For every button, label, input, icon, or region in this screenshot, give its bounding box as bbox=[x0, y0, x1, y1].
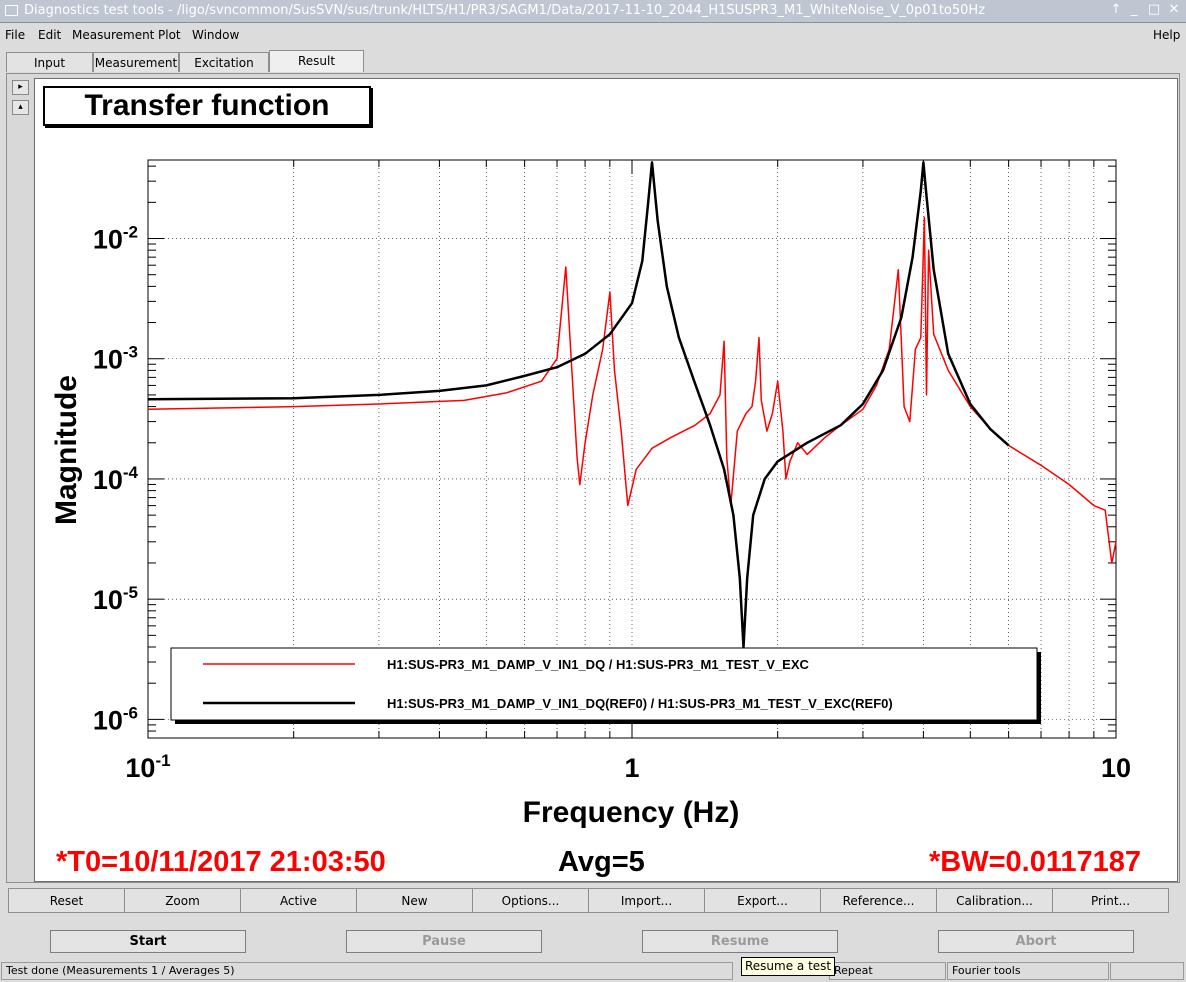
menu-file[interactable]: File bbox=[5, 28, 26, 42]
close-icon[interactable]: ✕ bbox=[1168, 2, 1180, 17]
calibration-button[interactable]: Calibration... bbox=[936, 888, 1053, 913]
menu-edit[interactable]: Edit bbox=[38, 28, 62, 42]
avg-label: Avg=5 bbox=[558, 846, 645, 878]
expand-right-icon[interactable]: ▸ bbox=[12, 80, 29, 95]
menu-help[interactable]: Help bbox=[1153, 28, 1181, 42]
status-empty-cell bbox=[1110, 962, 1184, 980]
import-button[interactable]: Import... bbox=[588, 888, 705, 913]
plot-canvas[interactable] bbox=[34, 78, 1178, 882]
options-button[interactable]: Options... bbox=[472, 888, 589, 913]
active-button[interactable]: Active bbox=[240, 888, 357, 913]
maximize-icon[interactable]: □ bbox=[1147, 2, 1161, 17]
status-message: Test done (Measurements 1 / Averages 5) bbox=[1, 962, 733, 980]
t0-label: *T0=10/11/2017 21:03:50 bbox=[56, 846, 386, 878]
pause-button[interactable]: Pause bbox=[346, 930, 542, 953]
start-button[interactable]: Start bbox=[50, 930, 246, 953]
new-button[interactable]: New bbox=[356, 888, 473, 913]
status-repeat: Repeat bbox=[829, 962, 946, 980]
tab-input[interactable]: Input bbox=[6, 52, 93, 72]
tab-excitation[interactable]: Excitation bbox=[179, 52, 269, 72]
status-bar: Test done (Measurements 1 / Averages 5) … bbox=[0, 960, 1186, 982]
collapse-up-icon[interactable]: ▴ bbox=[12, 100, 29, 115]
plot-toolbar: Reset Zoom Active New Options... Import.… bbox=[8, 888, 1170, 913]
window-titlebar[interactable]: Diagnostics test tools - /ligo/svncommon… bbox=[0, 0, 1186, 23]
reference-button[interactable]: Reference... bbox=[820, 888, 937, 913]
menu-window[interactable]: Window bbox=[192, 28, 240, 42]
window-title: Diagnostics test tools - /ligo/svncommon… bbox=[24, 3, 986, 18]
menu-plot[interactable]: Plot bbox=[158, 28, 181, 42]
window-icon bbox=[5, 5, 18, 16]
resume-tooltip: Resume a test bbox=[741, 957, 836, 976]
export-button[interactable]: Export... bbox=[704, 888, 821, 913]
reset-button[interactable]: Reset bbox=[8, 888, 125, 913]
status-fourier-tools: Fourier tools bbox=[947, 962, 1109, 980]
menu-bar: File Edit Measurement Plot Window Help bbox=[0, 24, 1186, 46]
resume-button[interactable]: Resume bbox=[642, 930, 838, 953]
shade-up-icon[interactable]: ↑ bbox=[1110, 2, 1122, 17]
zoom-button[interactable]: Zoom bbox=[124, 888, 241, 913]
plot-title: Transfer function bbox=[43, 86, 371, 126]
minimize-icon[interactable]: _ bbox=[1130, 2, 1138, 17]
bw-label: *BW=0.0117187 bbox=[929, 846, 1142, 878]
menu-measurement[interactable]: Measurement bbox=[72, 28, 155, 42]
tab-measurement[interactable]: Measurement bbox=[93, 52, 179, 72]
print-button[interactable]: Print... bbox=[1052, 888, 1169, 913]
abort-button[interactable]: Abort bbox=[938, 930, 1134, 953]
tab-result[interactable]: Result bbox=[269, 50, 364, 72]
